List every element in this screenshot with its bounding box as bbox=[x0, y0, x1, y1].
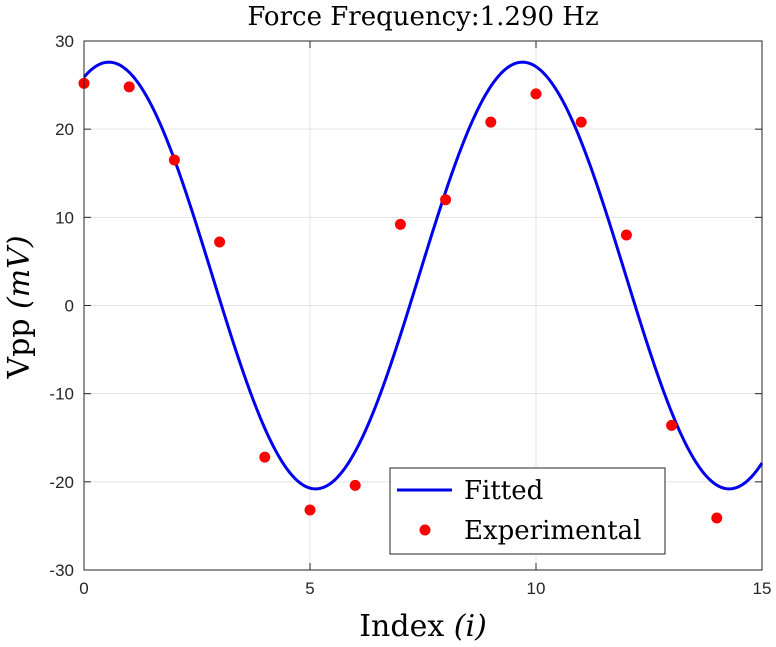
experimental-point bbox=[530, 88, 542, 100]
y-axis-label: Vpp (mV) bbox=[2, 235, 37, 379]
y-tick-label: -30 bbox=[49, 561, 74, 580]
y-tick-label: 0 bbox=[65, 297, 74, 316]
x-tick-label: 10 bbox=[527, 579, 546, 598]
x-axis-label: Index (i) bbox=[359, 609, 487, 644]
experimental-point bbox=[711, 512, 723, 524]
experimental-point bbox=[349, 479, 361, 491]
y-tick-label: -20 bbox=[49, 473, 74, 492]
experimental-point bbox=[168, 154, 180, 166]
y-tick-label: 20 bbox=[55, 120, 74, 139]
experimental-point bbox=[304, 504, 316, 516]
legend-fitted-label: Fitted bbox=[464, 476, 543, 506]
experimental-point bbox=[575, 116, 587, 128]
legend-box bbox=[389, 467, 666, 555]
legend-experimental-label: Experimental bbox=[464, 516, 641, 546]
experimental-point bbox=[485, 116, 497, 128]
experimental-point bbox=[440, 194, 452, 206]
experimental-point bbox=[123, 81, 135, 93]
experimental-point bbox=[394, 218, 406, 230]
x-tick-label: 15 bbox=[753, 579, 772, 598]
experimental-point bbox=[620, 229, 632, 241]
y-tick-label: 10 bbox=[55, 208, 74, 227]
experimental-point bbox=[214, 236, 226, 248]
y-tick-label: 30 bbox=[55, 32, 74, 51]
legend-experimental-swatch bbox=[419, 524, 431, 536]
plot-area: 0 5 10 15 -30 -20 -10 0 10 20 30 Fitted Experimental bbox=[49, 32, 771, 598]
x-tick-label: 5 bbox=[305, 579, 314, 598]
fitted-series-line bbox=[82, 60, 764, 491]
x-tick-label: 0 bbox=[79, 579, 88, 598]
y-tick-label: -10 bbox=[49, 385, 74, 404]
experimental-point bbox=[666, 419, 678, 431]
chart-title: Force Frequency:1.290 Hz bbox=[247, 2, 598, 32]
plot-frame bbox=[83, 40, 763, 571]
experimental-point bbox=[259, 451, 271, 463]
